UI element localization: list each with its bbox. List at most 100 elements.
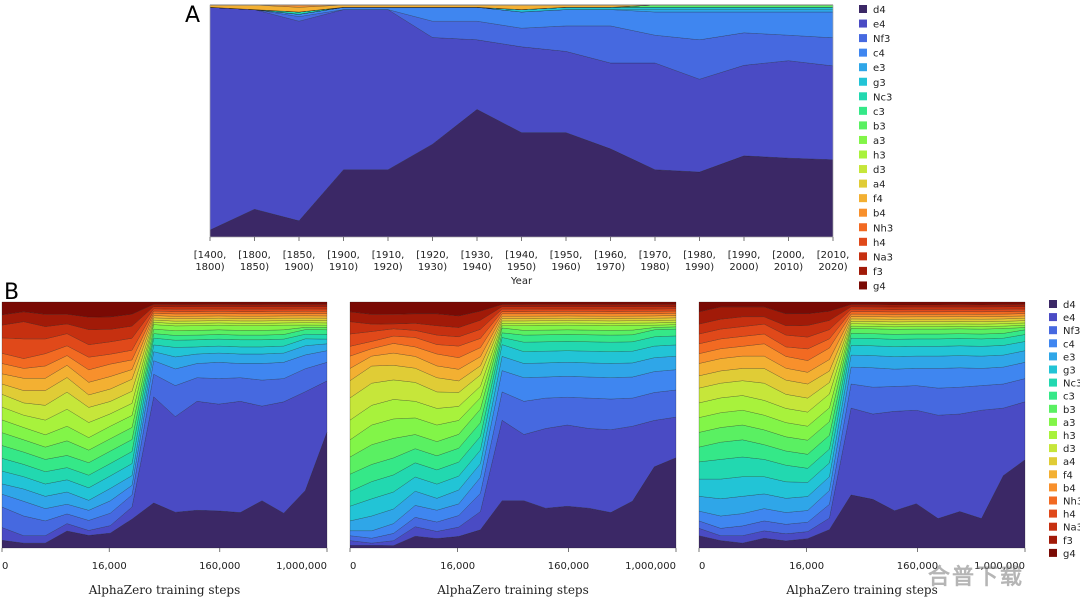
x-tick-label-a-11-l2: 1990) [685, 262, 714, 273]
legend-swatch-c3 [1049, 391, 1057, 400]
area-g4 [349, 301, 677, 317]
x-tick-label-a-1-l2: 1850) [240, 262, 269, 273]
legend-label-Nh3: Nh3 [1063, 497, 1080, 508]
legend-swatch-d3 [859, 165, 867, 174]
panel-b-label: B [4, 280, 19, 305]
x-tick-label-a-8-l2: 1960) [551, 262, 580, 273]
x-tick-label-b2-2: 160,000 [548, 561, 589, 572]
legend-swatch-h4 [859, 237, 867, 246]
legend-label-c3: c3 [1063, 392, 1075, 403]
legend-label-b4: b4 [873, 209, 886, 220]
x-tick-label-a-2-l1: [1850, [283, 250, 316, 261]
legend-swatch-g3 [859, 77, 867, 86]
legend-label-h3: h3 [873, 151, 886, 162]
area-chart-b1 [1, 301, 328, 549]
x-tick-label-b2-3: 1,000,000 [625, 561, 676, 572]
x-tick-label-a-12-l2: 2000) [729, 262, 758, 273]
legend-label-e4: e4 [1063, 313, 1076, 324]
x-axis-label-a: Year [510, 276, 533, 287]
legend-label-d4: d4 [1063, 300, 1076, 311]
x-tick-label-b2-0: 0 [350, 561, 356, 572]
legend-label-a3: a3 [873, 136, 886, 147]
x-tick-label-b1-3: 1,000,000 [276, 561, 327, 572]
legend-swatch-Nc3 [859, 92, 867, 101]
legend-label-Nc3: Nc3 [1063, 379, 1080, 390]
legend-label-e3: e3 [1063, 352, 1076, 363]
x-tick-label-b1-0: 0 [2, 561, 8, 572]
legend-b: d4 e4 Nf3 c4 e3 g3 Nc3 c3 b3 a3 h3 d3 a4 f4 b4 Nh3 h4 Na3… [1049, 300, 1080, 560]
legend-swatch-Nh3 [859, 223, 867, 232]
x-tick-label-a-0-l1: [1400, [194, 250, 227, 261]
legend-swatch-h4 [1049, 509, 1057, 518]
legend-swatch-Na3 [1049, 522, 1057, 531]
legend-label-g4: g4 [873, 281, 886, 292]
legend-label-d3: d3 [1063, 444, 1076, 455]
legend-label-g4: g4 [1063, 549, 1076, 560]
x-tick-label-a-5-l2: 1930) [418, 262, 447, 273]
x-tick-label-a-1-l1: [1800, [238, 250, 271, 261]
x-tick-label-a-6-l1: [1930, [461, 250, 494, 261]
legend-swatch-e4 [859, 19, 867, 28]
x-tick-label-a-13-l1: [2000, [772, 250, 805, 261]
legend-label-a4: a4 [1063, 457, 1076, 468]
legend-swatch-g4 [859, 281, 867, 290]
legend-label-a3: a3 [1063, 418, 1076, 429]
legend-swatch-a3 [859, 135, 867, 144]
x-tick-label-a-3-l2: 1910) [329, 262, 358, 273]
legend-label-h3: h3 [1063, 431, 1076, 442]
x-tick-label-a-13-l2: 2010) [774, 262, 803, 273]
legend-label-g3: g3 [873, 78, 886, 89]
legend-label-f4: f4 [1063, 470, 1073, 481]
legend-label-d3: d3 [873, 165, 886, 176]
legend-swatch-c4 [859, 48, 867, 57]
x-tick-label-a-10-l2: 1980) [640, 262, 669, 273]
x-tick-label-a-4-l1: [1910, [372, 250, 405, 261]
legend-swatch-c4 [1049, 339, 1057, 348]
legend-label-h4: h4 [873, 238, 886, 249]
x-tick-label-b3-3: 1,000,000 [974, 561, 1025, 572]
legend-swatch-b4 [1049, 483, 1057, 492]
legend-swatch-h3 [1049, 431, 1057, 439]
legend-swatch-d4 [1049, 300, 1057, 308]
legend-swatch-e4 [1049, 313, 1057, 322]
legend-swatch-a3 [1049, 417, 1057, 426]
x-tick-label-a-2-l2: 1900) [284, 262, 313, 273]
x-axis-label-b3: AlphaZero training steps [785, 583, 938, 597]
legend-swatch-c3 [859, 106, 867, 115]
legend-swatch-d4 [859, 5, 867, 13]
x-tick-label-a-4-l2: 1920) [373, 262, 402, 273]
legend-label-Na3: Na3 [1063, 523, 1080, 534]
area-chart-b3 [698, 301, 1026, 549]
legend-swatch-Na3 [859, 252, 867, 261]
x-tick-label-a-10-l1: [1970, [639, 250, 672, 261]
x-tick-label-b3-2: 160,000 [897, 561, 938, 572]
legend-swatch-e3 [1049, 352, 1057, 361]
legend-swatch-f3 [1049, 535, 1057, 544]
area-g4 [698, 301, 1026, 315]
x-tick-label-a-3-l1: [1900, [327, 250, 360, 261]
x-tick-label-a-6-l2: 1940) [462, 262, 491, 273]
legend-label-f4: f4 [873, 194, 883, 205]
legend-swatch-g4 [1049, 548, 1057, 557]
legend-label-Nf3: Nf3 [873, 34, 890, 45]
legend-swatch-f4 [1049, 470, 1057, 479]
legend-label-f3: f3 [1063, 536, 1073, 547]
legend-label-f3: f3 [873, 267, 883, 278]
panel-a-label: A [185, 3, 200, 28]
legend-swatch-f3 [859, 266, 867, 275]
legend-swatch-b3 [1049, 404, 1057, 413]
legend-swatch-Nf3 [1049, 326, 1057, 335]
legend-swatch-a4 [1049, 457, 1057, 466]
x-tick-label-a-12-l1: [1990, [728, 250, 761, 261]
legend-label-b3: b3 [1063, 405, 1076, 416]
legend-label-Na3: Na3 [873, 252, 893, 263]
x-tick-label-a-11-l1: [1980, [683, 250, 716, 261]
legend-swatch-b4 [859, 208, 867, 217]
x-tick-label-a-5-l1: [1920, [416, 250, 449, 261]
legend-label-Nc3: Nc3 [873, 92, 892, 103]
legend-label-d4: d4 [873, 5, 886, 16]
legend-label-e3: e3 [873, 63, 886, 74]
x-axis-label-b1: AlphaZero training steps [88, 583, 241, 597]
legend-a: d4 e4 Nf3 c4 e3 g3 Nc3 c3 b3 a3 h3 d3 a4 f4 b4 Nh3 h4 Na3… [859, 5, 893, 292]
